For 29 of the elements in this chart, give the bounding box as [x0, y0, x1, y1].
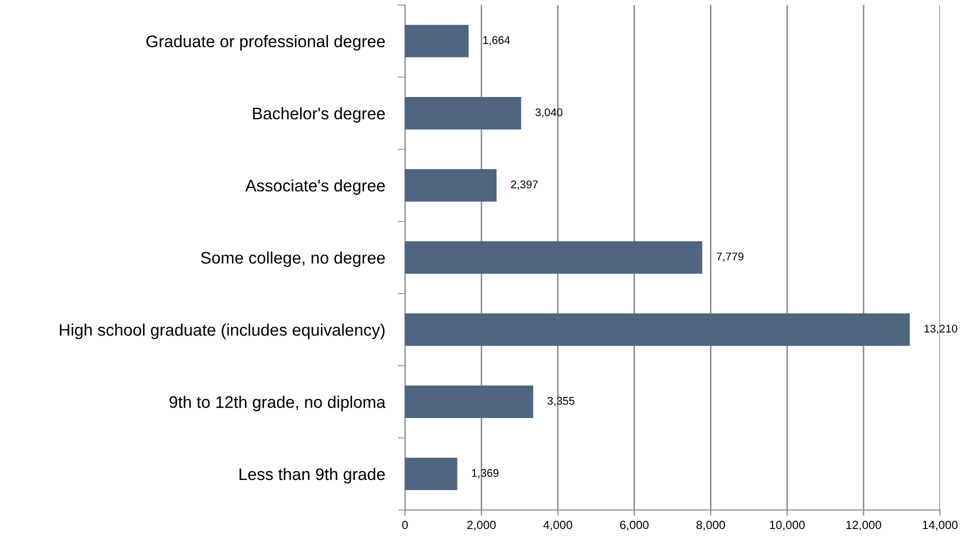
x-tick-label: 6,000: [620, 520, 649, 530]
data-label: 3,040: [535, 108, 562, 118]
bar: [405, 386, 534, 418]
x-tick-label: 4,000: [543, 520, 572, 530]
bar: [405, 313, 910, 346]
x-tick-label: 14,000: [922, 520, 958, 530]
y-tick-label: Graduate or professional degree: [146, 35, 385, 51]
data-label: 13,210: [924, 324, 958, 334]
y-tick-label: Less than 9th grade: [240, 468, 385, 484]
data-label: 2,397: [511, 180, 538, 190]
data-label: 1,664: [483, 36, 510, 46]
y-tick-label: Associate's degree: [245, 179, 385, 195]
x-tick-label: 0: [402, 520, 408, 530]
bar: [405, 169, 497, 202]
bar: [405, 241, 702, 274]
data-label: 3,355: [548, 396, 574, 406]
y-tick-label: 9th to 12th grade, no diploma: [170, 396, 386, 412]
data-label: 1,369: [472, 469, 498, 478]
x-tick-label: 8,000: [696, 520, 726, 530]
x-tick-label: 10,000: [770, 520, 805, 530]
y-tick-label: High school graduate (includes equivalency): [60, 324, 385, 340]
y-tick-label: Bachelor's degree: [253, 107, 385, 123]
x-tick-label: 12,000: [846, 520, 882, 530]
bar: [405, 96, 522, 130]
bar: [405, 24, 469, 58]
data-label: 7,779: [716, 252, 744, 262]
y-tick-label: Some college, no degree: [201, 251, 385, 267]
bar: [405, 458, 458, 490]
x-tick-label: 2,000: [467, 520, 496, 530]
